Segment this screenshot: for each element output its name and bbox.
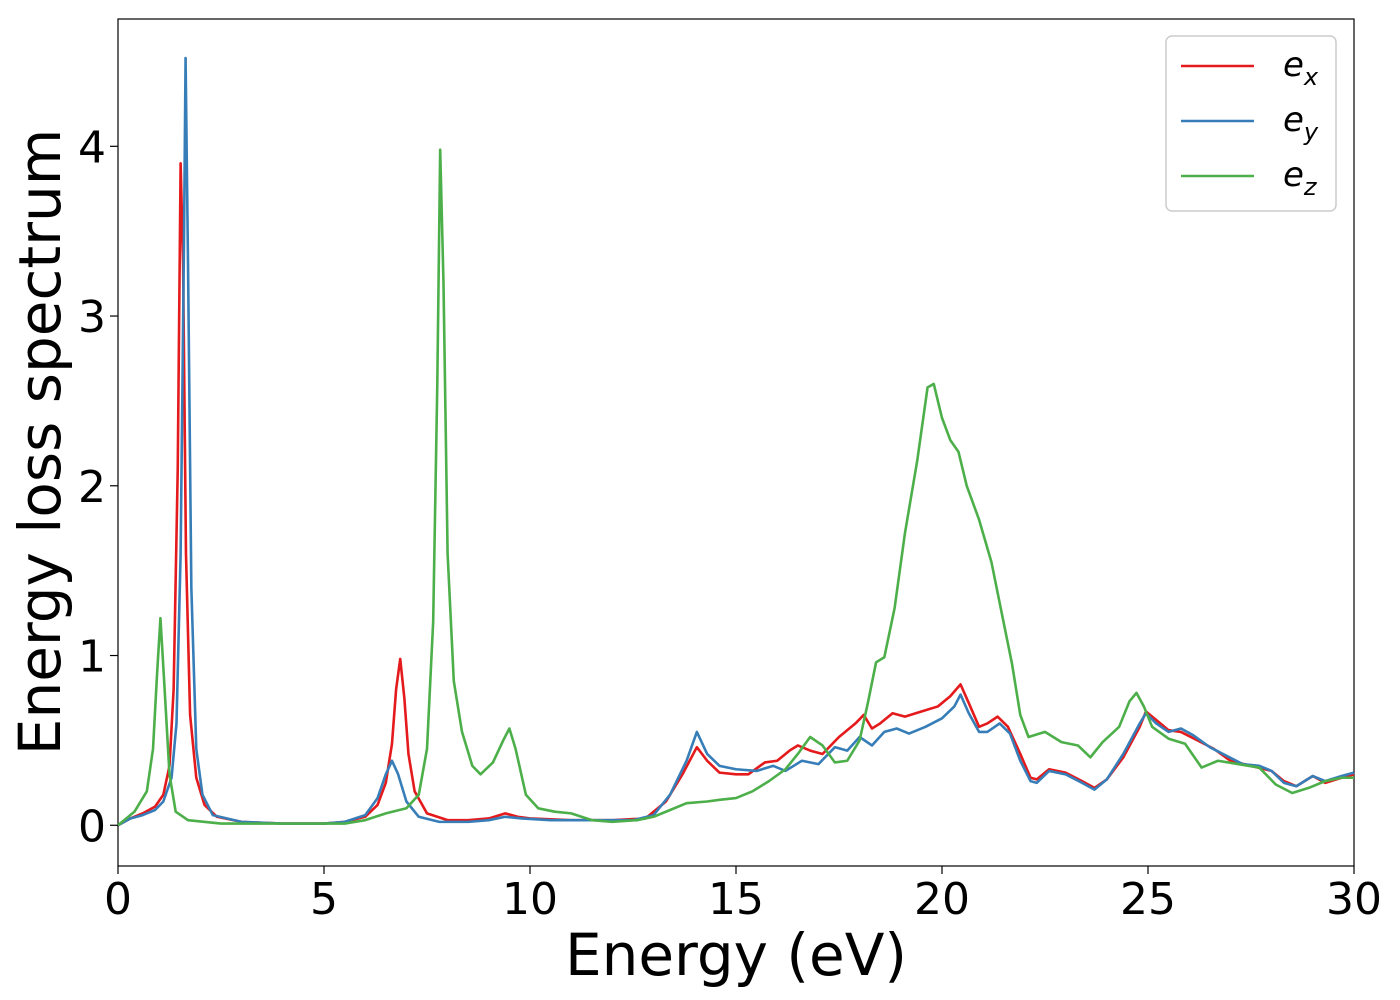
series-line-y	[117, 56, 1355, 827]
y-tick-label: 0	[78, 801, 106, 852]
y-axis-title: Energy loss spectrum	[6, 129, 74, 755]
x-axis-title: Energy (eV)	[565, 921, 907, 989]
x-tick-label: 25	[1120, 874, 1176, 925]
legend-label-y: ey	[1283, 100, 1319, 146]
x-tick-label: 5	[310, 874, 338, 925]
y-axis-ticks: 0 1 2 3 4	[78, 122, 118, 852]
x-axis-ticks: 0 5 10 15 20 25 30	[104, 866, 1382, 925]
x-tick-label: 15	[708, 874, 764, 925]
x-tick-label: 30	[1326, 874, 1382, 925]
x-tick-label: 0	[104, 874, 132, 925]
legend-items: ex ey ez	[1181, 45, 1319, 201]
legend-box	[1165, 35, 1337, 212]
legend-label-x: ex	[1283, 45, 1319, 91]
legend-label-z: ez	[1283, 155, 1318, 201]
y-tick-label: 3	[78, 292, 106, 343]
legend: ex ey ez	[1165, 35, 1337, 212]
y-tick-label: 2	[78, 462, 106, 513]
series-line-z	[117, 148, 1354, 827]
x-tick-label: 20	[914, 874, 970, 925]
series-line-x	[117, 161, 1355, 827]
y-tick-label: 4	[78, 122, 106, 173]
y-tick-label: 1	[78, 632, 106, 683]
x-tick-label: 10	[502, 874, 558, 925]
series-layer	[117, 56, 1355, 827]
